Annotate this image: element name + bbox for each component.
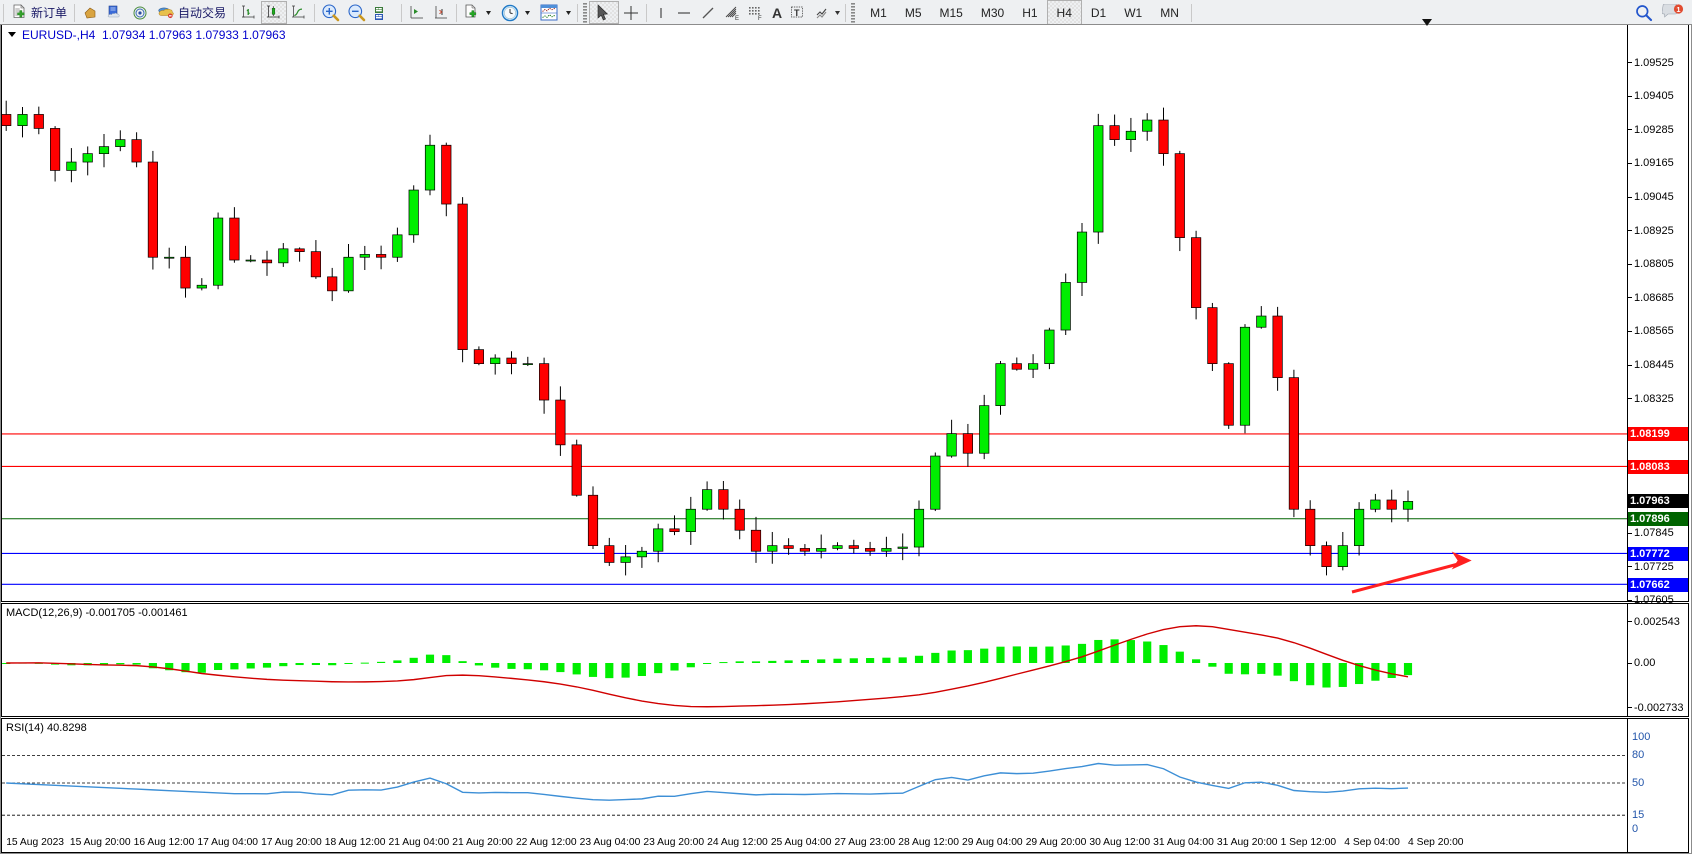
svg-text:F: F <box>758 16 762 21</box>
svg-text:1: 1 <box>1676 5 1680 14</box>
svg-text:E: E <box>735 16 739 21</box>
svg-text:T: T <box>794 8 800 18</box>
